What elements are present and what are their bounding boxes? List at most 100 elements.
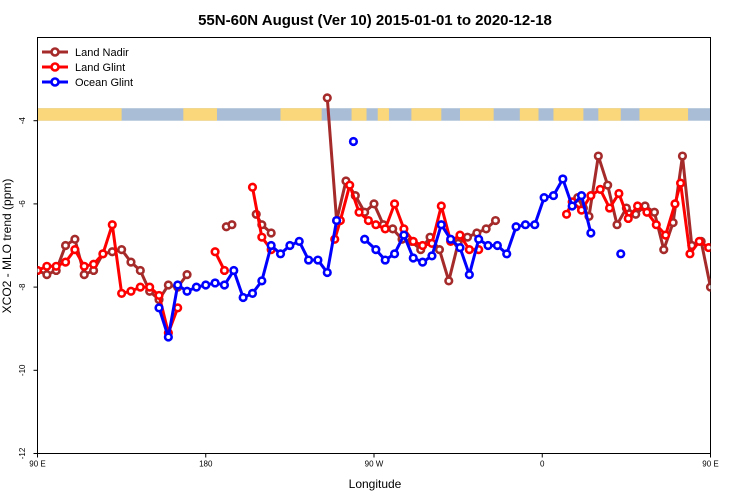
land-segment: [553, 108, 584, 121]
y-axis: -4 -6 -8 -10 -12: [18, 117, 38, 459]
data-point: [586, 228, 596, 238]
legend-label: Land Nadir: [75, 47, 129, 59]
data-point: [677, 151, 688, 161]
data-point: [154, 290, 164, 301]
land-segment: [183, 108, 217, 121]
data-point: [117, 288, 127, 298]
data-point: [163, 280, 173, 290]
data-point: [163, 332, 173, 342]
data-point: [694, 236, 704, 246]
data-point: [219, 265, 230, 276]
data-point: [735, 267, 742, 274]
data-point: [42, 270, 52, 280]
data-point: [743, 296, 750, 303]
data-point: [227, 220, 237, 230]
data-point: [389, 249, 400, 259]
data-point: [126, 286, 136, 296]
data-point: [623, 213, 633, 224]
data-point: [60, 240, 71, 251]
data-point: [191, 282, 202, 292]
data-point: [135, 265, 145, 276]
data-point: [659, 245, 669, 255]
data-point: [247, 288, 258, 298]
x-axis: 90 E 180 90 W 0 90 E: [29, 453, 719, 469]
data-point: [492, 240, 502, 251]
x-axis-label: Longitude: [349, 477, 402, 491]
data-point: [210, 278, 220, 288]
data-point: [464, 245, 474, 255]
x-tick-label: 0: [540, 460, 545, 469]
data-point: [490, 215, 501, 226]
land-segment: [598, 108, 621, 121]
data-point: [462, 232, 473, 242]
data-point: [418, 257, 428, 267]
legend-label: Ocean Glint: [75, 77, 133, 89]
y-tick-label: -6: [18, 200, 27, 208]
data-point: [455, 242, 465, 253]
data-point: [642, 207, 652, 217]
data-point: [380, 255, 390, 265]
data-point: [418, 240, 428, 251]
data-point: [348, 136, 359, 147]
data-point: [464, 270, 474, 280]
data-point: [70, 245, 80, 255]
data-point: [705, 282, 711, 292]
land-segment: [459, 108, 494, 121]
data-point: [651, 220, 661, 230]
data-point: [614, 188, 624, 199]
land-segment: [38, 108, 122, 121]
series-group: [37, 93, 750, 342]
data-point: [369, 199, 379, 209]
x-tick-label: 180: [199, 460, 213, 469]
data-point: [604, 203, 615, 213]
data-point: [576, 190, 587, 201]
data-point: [380, 224, 390, 234]
data-point: [257, 276, 267, 286]
data-point: [427, 251, 437, 261]
series-land-nadir: [37, 93, 750, 305]
data-point: [363, 215, 373, 226]
data-point: [345, 180, 355, 190]
series-line: [565, 181, 711, 256]
data-point: [675, 178, 686, 188]
data-point: [616, 249, 626, 259]
data-point: [173, 280, 183, 290]
legend-swatch-marker: [50, 62, 60, 72]
data-point: [126, 257, 136, 267]
data-point: [51, 261, 61, 271]
data-point: [612, 220, 622, 230]
data-point: [322, 93, 332, 103]
data-point: [745, 242, 750, 249]
data-point: [388, 224, 398, 234]
data-point: [354, 207, 364, 217]
data-point: [434, 245, 445, 255]
x-tick-label: 90 E: [702, 460, 718, 469]
data-point: [685, 249, 695, 259]
land-segment: [411, 108, 442, 121]
series-land-glint: [37, 178, 750, 338]
data-point: [371, 220, 381, 230]
data-point: [285, 240, 295, 251]
land-segment: [351, 108, 367, 121]
y-tick-label: -4: [18, 117, 27, 125]
chart-title: 55N-60N August (Ver 10) 2015-01-01 to 20…: [198, 12, 552, 29]
data-point: [474, 234, 484, 244]
data-point: [511, 222, 521, 232]
legend-swatch-marker: [50, 77, 60, 87]
series-ocean-glint: [154, 136, 626, 342]
data-point: [726, 271, 733, 278]
data-point: [294, 236, 304, 246]
data-point: [444, 276, 454, 286]
data-point: [455, 230, 465, 240]
data-point: [530, 220, 540, 230]
data-point: [724, 259, 731, 266]
data-point: [145, 282, 155, 292]
land-segment: [639, 108, 689, 121]
data-point: [332, 215, 342, 226]
legend-item: Land Glint: [42, 62, 125, 74]
data-point: [98, 249, 108, 259]
data-point: [266, 240, 276, 251]
data-point: [210, 247, 220, 257]
data-point: [603, 180, 613, 190]
data-point: [360, 234, 370, 244]
